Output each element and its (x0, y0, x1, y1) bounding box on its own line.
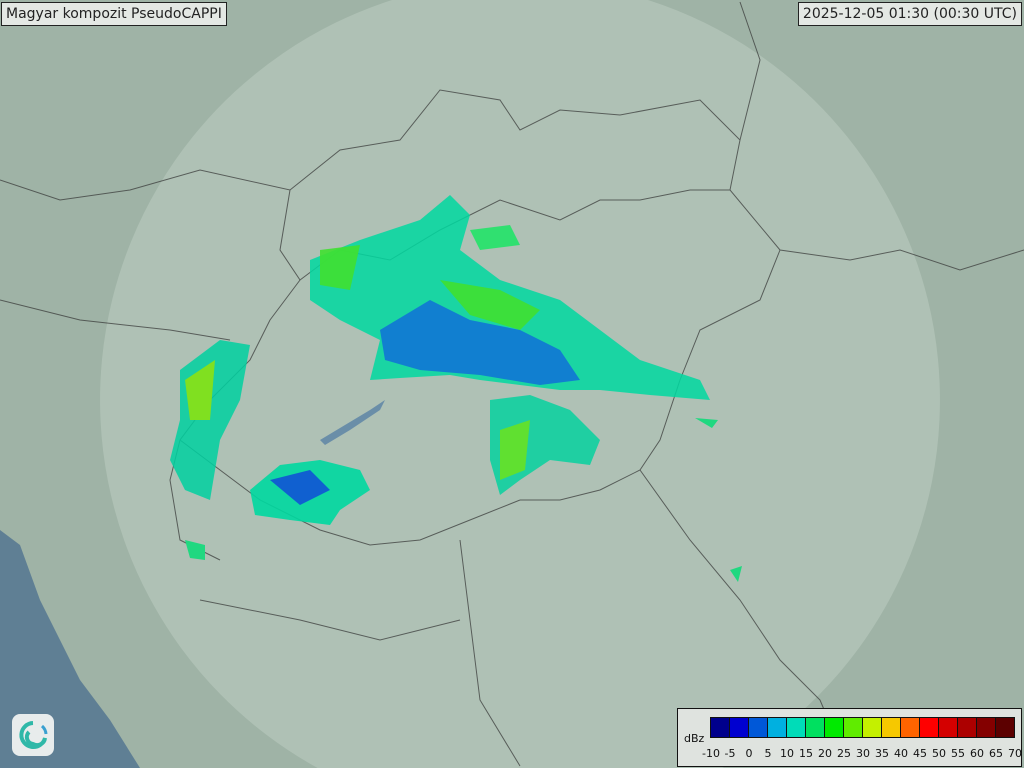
legend-tick-label: 25 (837, 747, 851, 760)
timestamp-label: 2025-12-05 01:30 (00:30 UTC) (797, 2, 1022, 26)
legend-tick-label: 30 (856, 747, 870, 760)
legend-tick-label: 55 (951, 747, 965, 760)
legend-tick-label: 35 (875, 747, 889, 760)
legend-tick-label: 5 (764, 747, 772, 760)
legend-swatch (806, 718, 825, 737)
swirl-logo-icon (12, 714, 54, 756)
legend-tick-label: 15 (799, 747, 813, 760)
legend-tick-label: 0 (745, 747, 753, 760)
legend-swatch (825, 718, 844, 737)
legend-swatch (958, 718, 977, 737)
dbz-color-legend: dBz -10 -5 0 5 10 15 20 25 30 35 40 45 50 55 60 65 70 (677, 708, 1022, 767)
legend-tick-label: 60 (970, 747, 984, 760)
legend-swatch (863, 718, 882, 737)
legend-swatch (977, 718, 996, 737)
legend-swatch (920, 718, 939, 737)
legend-swatch (730, 718, 749, 737)
legend-swatch (787, 718, 806, 737)
legend-tick-label: 20 (818, 747, 832, 760)
radar-echoes (170, 195, 742, 582)
adriatic-sea (0, 530, 140, 768)
legend-color-bar (710, 717, 1015, 738)
legend-tick-label: 50 (932, 747, 946, 760)
legend-swatch (901, 718, 920, 737)
legend-swatch (844, 718, 863, 737)
legend-tick-label: 65 (989, 747, 1003, 760)
legend-tick-label: -5 (724, 747, 736, 760)
legend-swatch (996, 718, 1014, 737)
legend-tick-label: 10 (780, 747, 794, 760)
legend-swatch (939, 718, 958, 737)
legend-swatch (768, 718, 787, 737)
legend-swatch (711, 718, 730, 737)
legend-tick-label: 45 (913, 747, 927, 760)
legend-tick-label: 40 (894, 747, 908, 760)
legend-unit: dBz (684, 732, 705, 745)
legend-tick-label: -10 (702, 747, 720, 760)
legend-swatch (749, 718, 768, 737)
lake-balaton (320, 400, 385, 445)
legend-tick-label: 70 (1008, 747, 1022, 760)
legend-swatch (882, 718, 901, 737)
product-title: Magyar kompozit PseudoCAPPI (1, 2, 227, 26)
